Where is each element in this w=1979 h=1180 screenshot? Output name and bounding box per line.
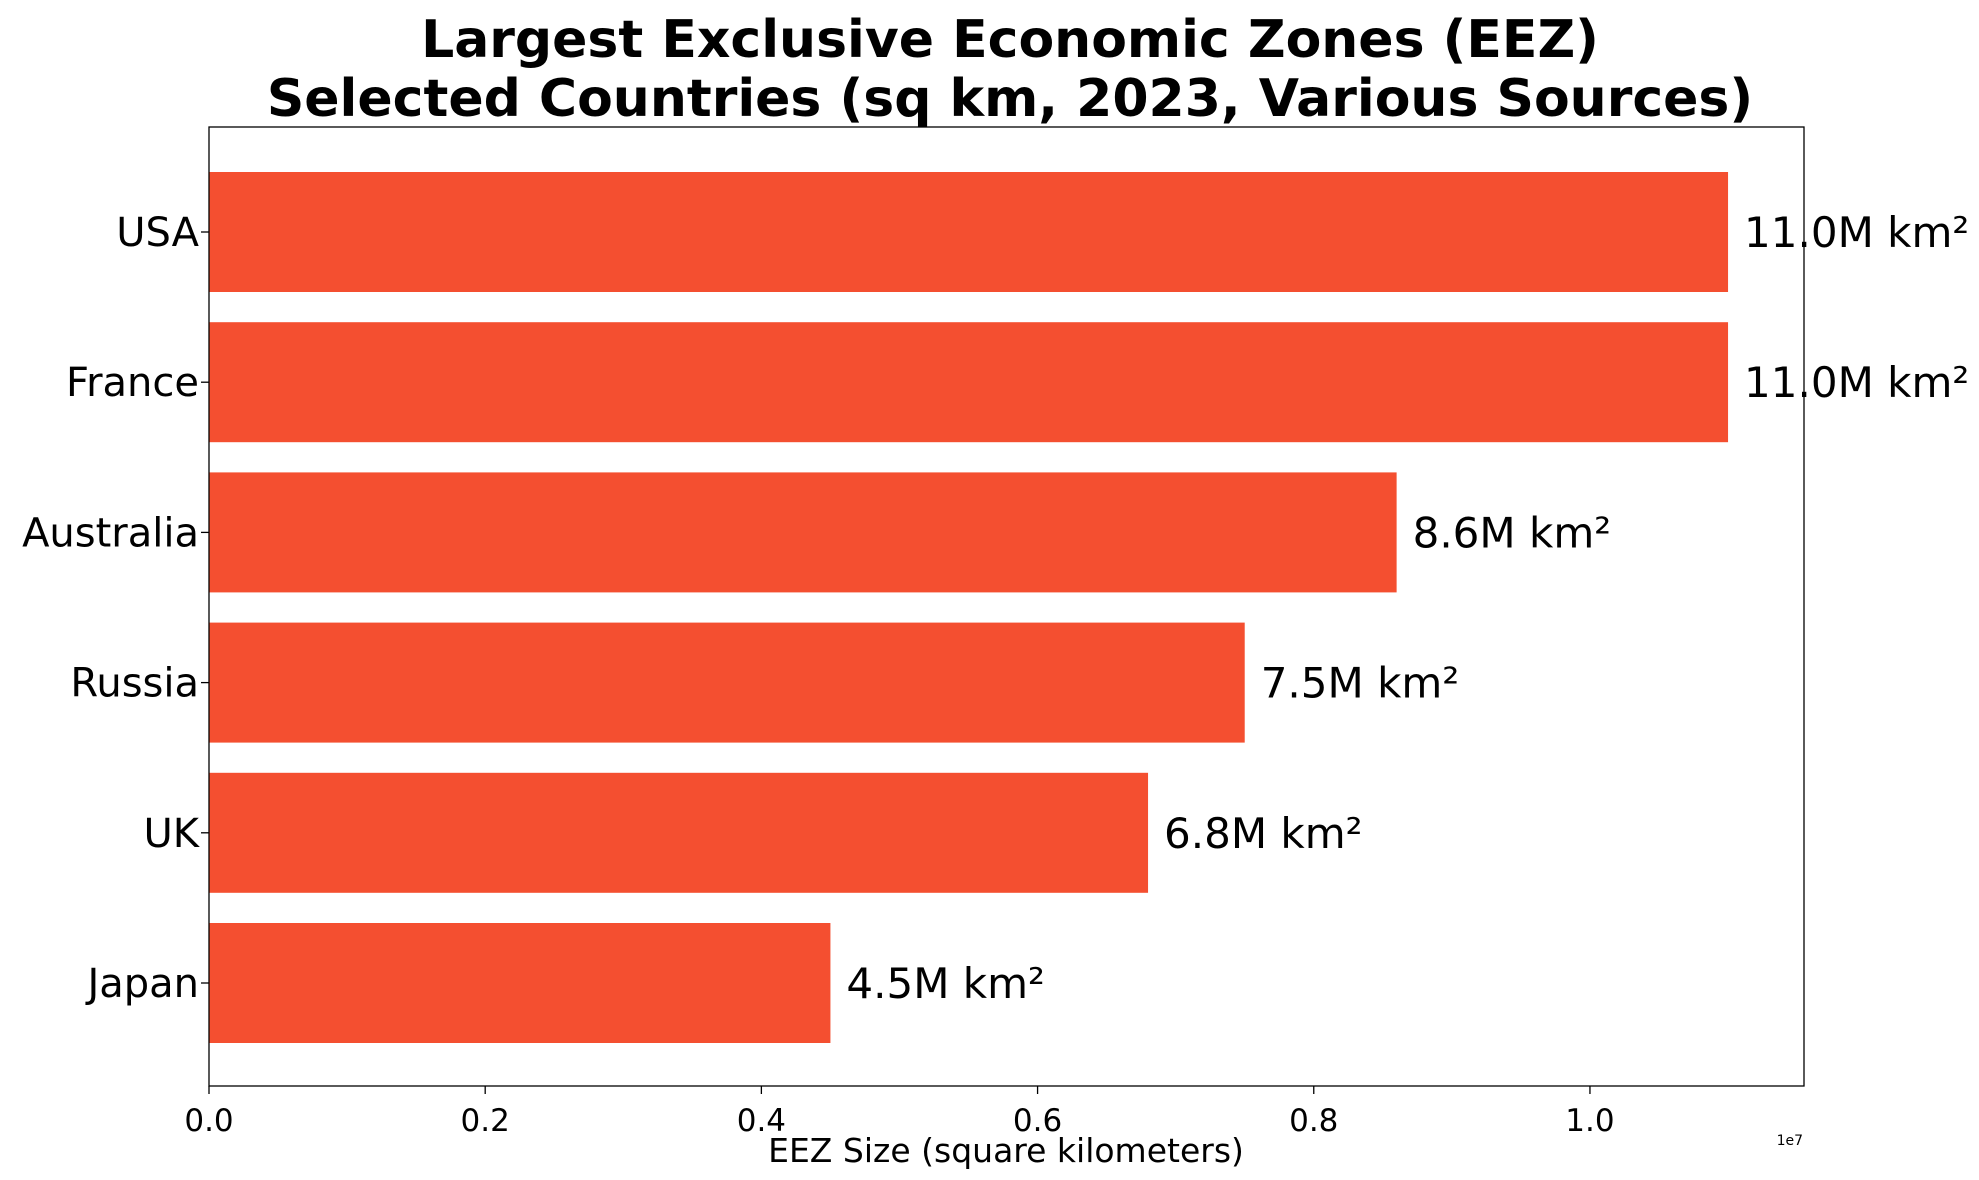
y-tick-label-australia: Australia: [22, 510, 199, 556]
data-label-australia: 8.6M km²: [1413, 508, 1611, 557]
x-tick-label: 0.0: [184, 1103, 233, 1139]
y-tick-label-japan: Japan: [84, 961, 199, 1007]
bars-layer: [209, 172, 1729, 1043]
chart-title-line-2: Selected Countries (sq km, 2023, Various…: [267, 69, 1753, 129]
y-tick-label-usa: USA: [116, 210, 199, 256]
data-label-uk: 6.8M km²: [1164, 809, 1362, 858]
x-tick-label: 1.0: [1565, 1103, 1614, 1139]
bar-russia: [209, 622, 1245, 743]
bar-uk: [209, 772, 1149, 893]
data-label-japan: 4.5M km²: [846, 959, 1044, 1008]
chart-title-line-1: Largest Exclusive Economic Zones (EEZ): [421, 10, 1599, 70]
x-tick-label: 0.8: [1289, 1103, 1338, 1139]
x-axis: 0.0 0.2 0.4 0.6 0.8 1.0: [184, 1086, 1615, 1139]
data-labels-layer: 11.0M km² 11.0M km² 8.6M km² 7.5M km² 6.8M k…: [846, 208, 1969, 1008]
y-tick-label-russia: Russia: [70, 661, 199, 707]
x-axis-exponent-label: 1e7: [1777, 1133, 1803, 1149]
x-tick-label: 0.2: [461, 1103, 510, 1139]
bar-usa: [209, 172, 1729, 292]
y-tick-label-uk: UK: [143, 811, 200, 857]
bar-australia: [209, 472, 1397, 593]
x-axis-label: EEZ Size (square kilometers): [768, 1131, 1244, 1170]
y-tick-label-france: France: [66, 360, 199, 406]
bar-france: [209, 322, 1729, 443]
bar-japan: [209, 923, 831, 1043]
plot-frame: [208, 126, 1805, 1087]
data-label-usa: 11.0M km²: [1744, 208, 1969, 257]
x-tick-label: 0.4: [737, 1103, 786, 1139]
data-label-russia: 7.5M km²: [1261, 659, 1459, 708]
x-tick-label: 0.6: [1013, 1103, 1062, 1139]
y-axis: USA France Australia Russia UK Japan: [22, 210, 209, 1007]
data-label-france: 11.0M km²: [1744, 358, 1969, 407]
